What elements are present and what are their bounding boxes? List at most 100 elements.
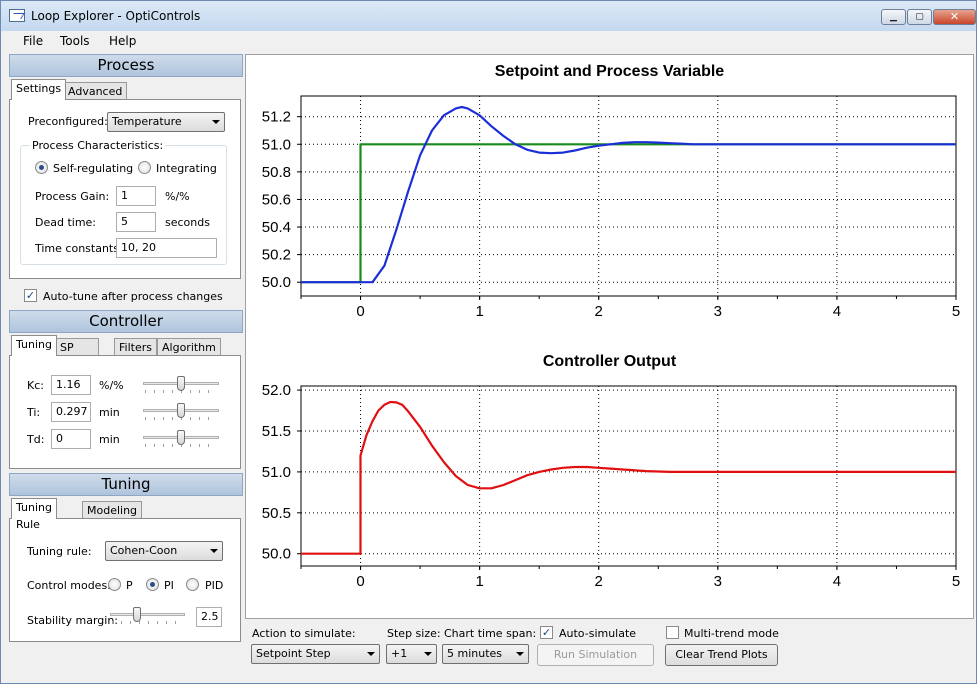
kc-unit: %/% — [99, 379, 124, 392]
tab-modeling[interactable]: Modeling — [82, 501, 143, 519]
menu-file[interactable]: File — [23, 34, 44, 48]
tab-sp-action[interactable]: SP Action — [55, 338, 100, 371]
ti-input[interactable]: 0.297 — [51, 402, 91, 422]
action-label: Action to simulate: — [252, 627, 356, 640]
preconfigured-select[interactable]: Temperature — [107, 112, 225, 132]
clear-trend-plots-button[interactable]: Clear Trend Plots — [665, 644, 778, 666]
self-regulating-label: Self-regulating — [53, 162, 134, 175]
tuning-rule-select[interactable]: Cohen-Coon — [105, 541, 223, 561]
chart-area: Setpoint and Process Variable 0 1 2 3 4 5 50.0… — [245, 54, 974, 619]
auto-simulate-label: Auto-simulate — [559, 627, 637, 640]
close-button[interactable]: ✕ — [933, 9, 976, 25]
title-bar: Loop Explorer - OptiControls ▁ ▢ ✕ — [1, 1, 976, 31]
kc-label: Kc: — [27, 379, 44, 392]
maximize-button[interactable]: ▢ — [907, 9, 932, 25]
td-slider[interactable] — [143, 429, 219, 449]
tuning-rule-label: Tuning rule: — [27, 545, 92, 558]
mode-pi-radio[interactable] — [146, 578, 159, 591]
stability-margin-slider[interactable] — [110, 606, 185, 626]
y-tick-label: 50.2 — [262, 247, 291, 264]
integrating-label: Integrating — [156, 162, 217, 175]
margin-slider-track — [110, 613, 185, 616]
y-tick-label: 51.0 — [262, 464, 291, 481]
window-title: Loop Explorer - OptiControls — [31, 9, 201, 23]
chart-span-select[interactable]: 5 minutes — [442, 644, 529, 664]
chevron-down-icon — [424, 652, 432, 656]
y-tick-label: 50.8 — [262, 164, 291, 181]
y-tick-label: 51.5 — [262, 423, 291, 440]
mode-p-radio[interactable] — [108, 578, 121, 591]
y-tick-label: 50.6 — [262, 191, 291, 208]
ti-slider[interactable] — [143, 402, 219, 422]
simulation-controls: Action to simulate: Setpoint Step Step s… — [245, 621, 974, 681]
co-chart: 0 1 2 3 4 5 50.0 50.5 51.0 51.5 52.0 — [262, 382, 960, 590]
autotune-checkbox[interactable]: ✓ — [24, 289, 37, 302]
run-simulation-button[interactable]: Run Simulation — [537, 644, 654, 666]
x-tick-label: 2 — [595, 573, 603, 590]
td-input[interactable]: 0 — [51, 429, 91, 449]
td-unit: min — [99, 433, 120, 446]
integrating-radio[interactable] — [138, 161, 151, 174]
controller-tuning-panel: Kc: 1.16 %/% Ti: 0.297 min Td: 0 min — [9, 355, 241, 469]
y-tick-label: 51.0 — [262, 136, 291, 153]
step-size-label: Step size: — [387, 627, 441, 640]
kc-slider-ticks — [145, 390, 217, 393]
dead-time-input[interactable]: 5 — [116, 212, 156, 232]
menu-tools[interactable]: Tools — [60, 34, 90, 48]
margin-slider-ticks — [112, 621, 183, 624]
tab-settings[interactable]: Settings — [11, 79, 67, 100]
menu-bar: File Tools Help — [1, 31, 976, 51]
chevron-down-icon — [210, 549, 218, 553]
td-slider-thumb[interactable] — [177, 430, 185, 445]
tab-tuning-rule[interactable]: Tuning Rule — [11, 498, 58, 531]
step-size-select[interactable]: +1 — [386, 644, 437, 664]
process-header: Process — [9, 54, 243, 77]
x-tick-label: 1 — [475, 573, 483, 590]
preconfigured-value: Temperature — [112, 115, 182, 128]
menu-help[interactable]: Help — [109, 34, 137, 48]
tuning-rule-panel: Tuning rule: Cohen-Coon Control modes: P… — [9, 518, 241, 642]
tuning-rule-value: Cohen-Coon — [110, 544, 178, 557]
x-tick-label: 5 — [952, 303, 960, 320]
chevron-down-icon — [367, 652, 375, 656]
action-value: Setpoint Step — [256, 647, 331, 660]
mode-pid-radio[interactable] — [186, 578, 199, 591]
td-slider-ticks — [145, 444, 217, 447]
time-constants-label: Time constants: — [35, 242, 123, 255]
ti-slider-thumb[interactable] — [177, 403, 185, 418]
series-line-0 — [301, 400, 956, 555]
multi-trend-checkbox[interactable] — [666, 626, 679, 639]
characteristics-label: Process Characteristics: — [30, 139, 166, 152]
ti-slider-ticks — [145, 417, 217, 420]
y-tick-label: 50.0 — [262, 274, 291, 291]
stability-margin-input[interactable]: 2.5 — [196, 607, 222, 627]
tab-advanced[interactable]: Advanced — [63, 82, 128, 100]
chart-span-value: 5 minutes — [447, 647, 503, 660]
preconfigured-label: Preconfigured: — [28, 115, 108, 128]
y-tick-label: 52.0 — [262, 382, 291, 399]
process-gain-input[interactable]: 1 — [116, 186, 156, 206]
kc-slider-thumb[interactable] — [177, 376, 185, 391]
mode-pid-label: PID — [205, 579, 224, 592]
dead-time-label: Dead time: — [35, 216, 97, 229]
mode-p-label: P — [126, 579, 133, 592]
tuning-header: Tuning — [9, 473, 243, 496]
tab-algorithm[interactable]: Algorithm — [157, 338, 221, 356]
app-icon — [9, 9, 25, 22]
time-constants-input[interactable]: 10, 20 — [116, 238, 217, 258]
tab-filters[interactable]: Filters — [114, 338, 157, 356]
controller-header: Controller — [9, 310, 243, 333]
chevron-down-icon — [516, 652, 524, 656]
self-regulating-radio[interactable] — [35, 161, 48, 174]
stability-margin-label: Stability margin: — [27, 614, 119, 627]
minimize-button[interactable]: ▁ — [881, 9, 906, 25]
margin-slider-thumb[interactable] — [133, 607, 141, 622]
auto-simulate-checkbox[interactable]: ✓ — [540, 626, 553, 639]
mode-pi-label: PI — [164, 579, 174, 592]
kc-slider[interactable] — [143, 375, 219, 395]
action-select[interactable]: Setpoint Step — [251, 644, 380, 664]
series-line-1 — [301, 105, 956, 284]
kc-input[interactable]: 1.16 — [51, 375, 91, 395]
tab-tuning[interactable]: Tuning — [11, 335, 58, 356]
